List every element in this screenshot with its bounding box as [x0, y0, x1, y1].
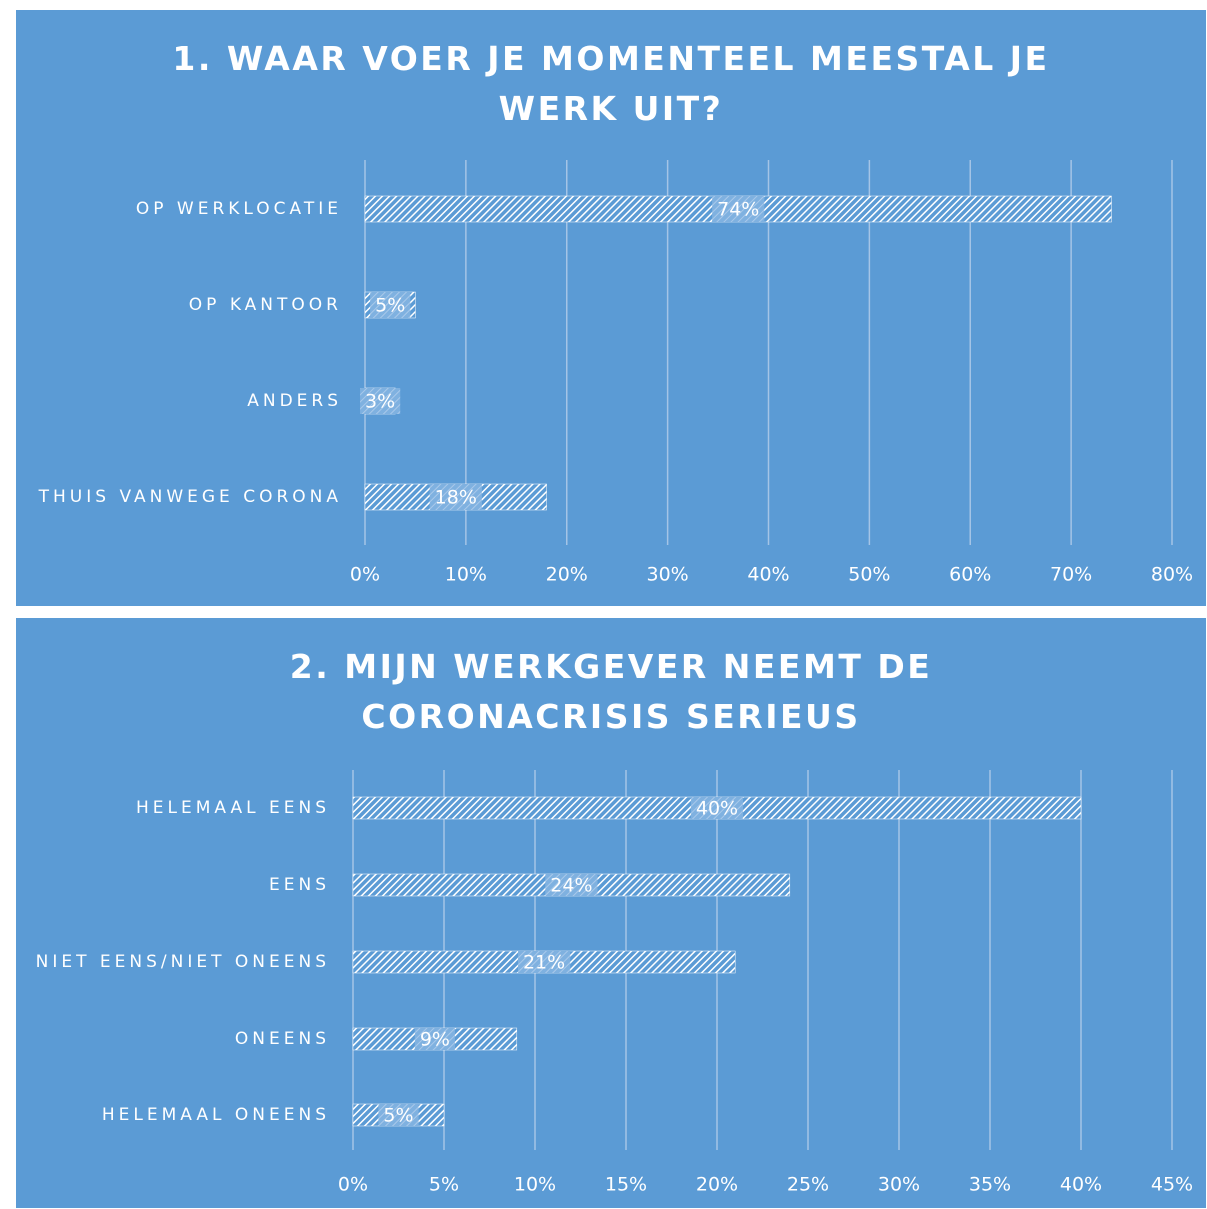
x-tick-label: 70% — [1050, 564, 1092, 586]
category-label: NIET EENS/NIET ONEENS — [36, 952, 330, 972]
category-label: EENS — [269, 875, 330, 895]
value-label: 74% — [717, 199, 759, 221]
x-tick-label: 20% — [546, 564, 588, 586]
value-label-box — [370, 292, 411, 318]
x-tick-label: 60% — [949, 564, 991, 586]
x-tick-label: 35% — [969, 1174, 1011, 1196]
x-tick-label: 10% — [514, 1174, 556, 1196]
value-label: 5% — [383, 1105, 413, 1127]
x-tick-label: 15% — [605, 1174, 647, 1196]
value-label: 40% — [696, 798, 738, 820]
category-label: ONEENS — [235, 1029, 330, 1049]
value-label: 3% — [365, 391, 395, 413]
value-label-box — [360, 388, 401, 414]
value-label-box — [429, 484, 482, 510]
x-tick-label: 5% — [429, 1174, 459, 1196]
x-tick-label: 45% — [1151, 1174, 1193, 1196]
value-label: 18% — [435, 487, 477, 509]
category-label: OP WERKLOCATIE — [136, 199, 342, 219]
chart-title: 2. MIJN WERKGEVER NEEMT DE CORONACRISIS … — [289, 647, 933, 736]
category-label: THUIS VANWEGE CORONA — [38, 487, 342, 507]
x-tick-label: 0% — [350, 564, 380, 586]
category-label: HELEMAAL ONEENS — [102, 1105, 330, 1125]
value-label-box — [712, 196, 765, 222]
x-tick-label: 30% — [647, 564, 689, 586]
chart-panel: 1. WAAR VOER JE MOMENTEEL MEESTAL JE WER… — [16, 10, 1206, 606]
x-tick-label: 40% — [747, 564, 789, 586]
value-label: 5% — [375, 295, 405, 317]
value-label: 9% — [420, 1029, 450, 1051]
x-tick-label: 25% — [787, 1174, 829, 1196]
x-tick-label: 50% — [848, 564, 890, 586]
chart-title: 1. WAAR VOER JE MOMENTEEL MEESTAL JE WER… — [172, 39, 1050, 128]
category-label: ANDERS — [247, 391, 342, 411]
x-tick-label: 30% — [878, 1174, 920, 1196]
chart: 0% 10% 20% 30% 40% 50% 60% 70% 80% OP WERKLOCATIE… — [38, 160, 1193, 586]
value-label-box — [378, 1104, 419, 1126]
x-tick-label: 0% — [338, 1174, 368, 1196]
value-label-box — [414, 1028, 455, 1050]
x-tick-label: 10% — [445, 564, 487, 586]
category-label: OP KANTOOR — [189, 295, 342, 315]
x-tick-label: 40% — [1060, 1174, 1102, 1196]
value-label: 24% — [550, 875, 592, 897]
value-label-box — [690, 797, 744, 819]
value-label-box — [545, 874, 598, 896]
value-label: 21% — [523, 952, 565, 974]
chart-panel: 2. MIJN WERKGEVER NEEMT DE CORONACRISIS … — [16, 618, 1206, 1208]
x-tick-label: 20% — [696, 1174, 738, 1196]
value-label-box — [517, 951, 571, 973]
x-tick-label: 80% — [1151, 564, 1193, 586]
chart: 0% 5% 10% 15% 20% 25% 30% 35% 40% 45% HELEMAAL EEN… — [36, 770, 1193, 1196]
category-label: HELEMAAL EENS — [136, 798, 330, 818]
